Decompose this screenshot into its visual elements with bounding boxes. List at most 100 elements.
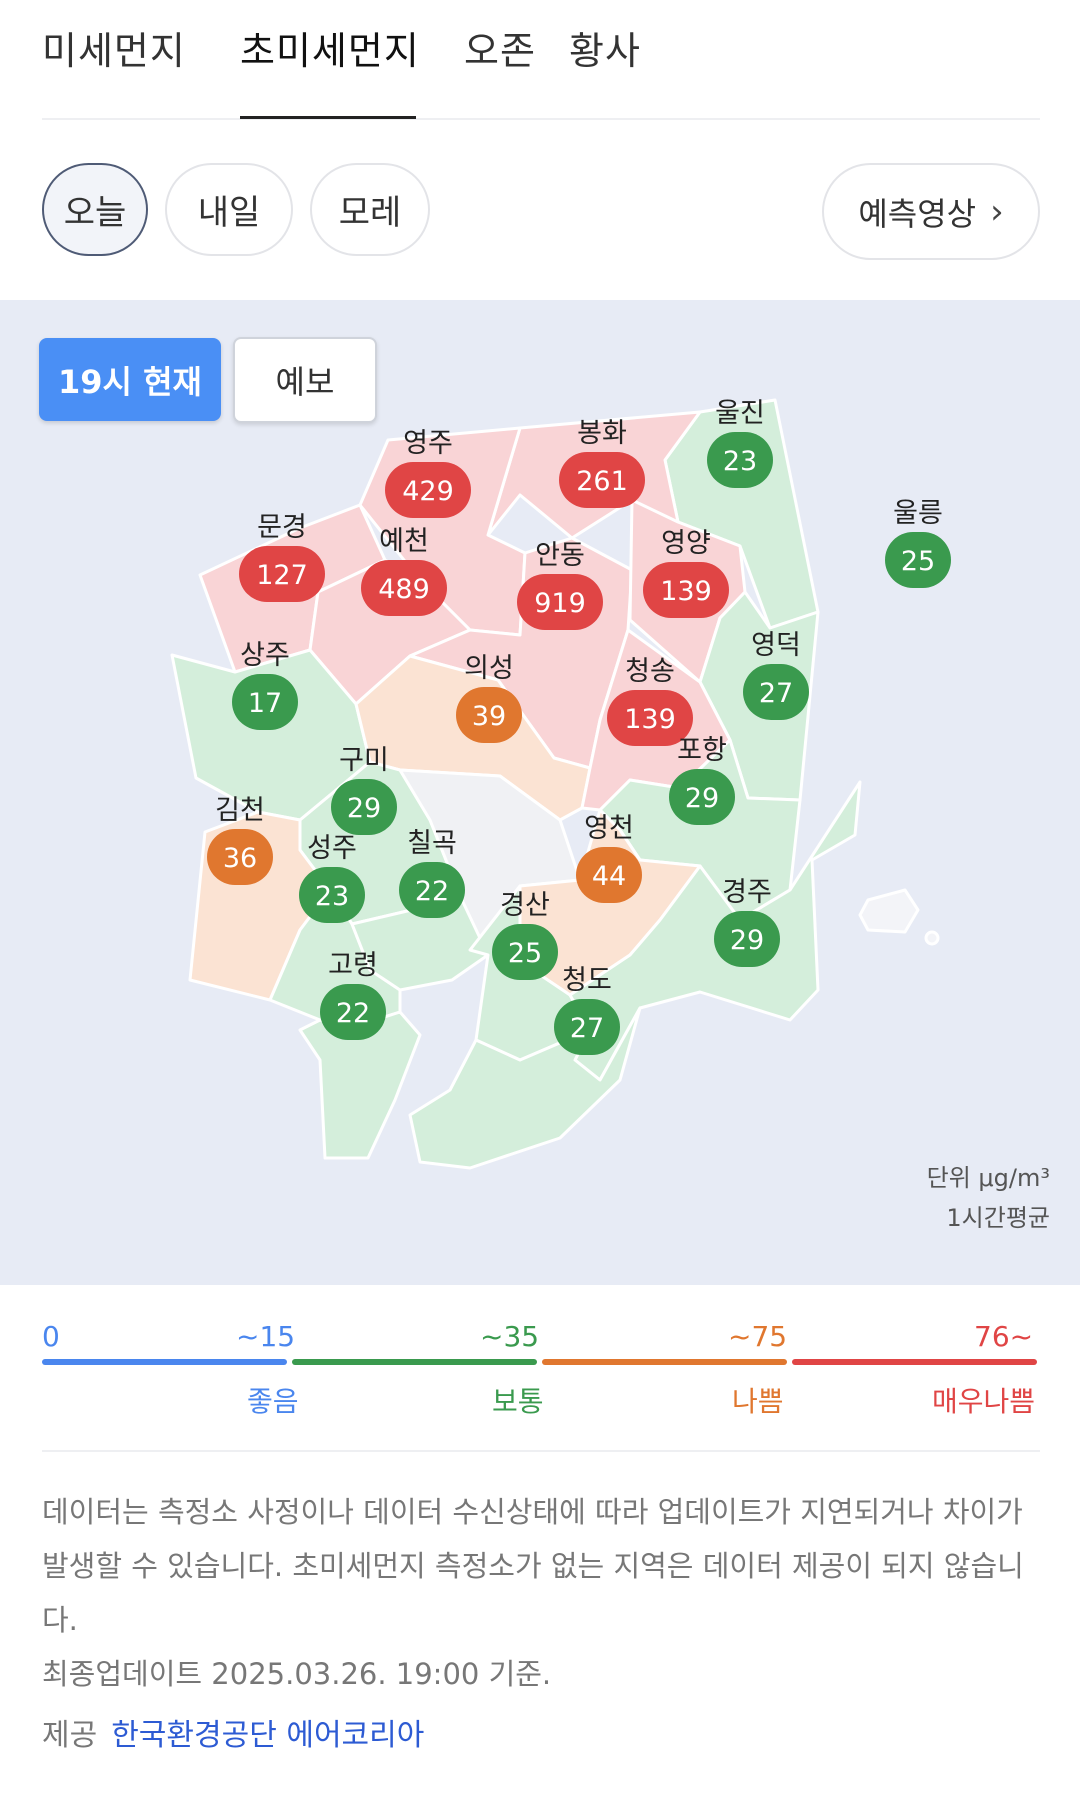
region-marker-2[interactable]: 울진 23 bbox=[707, 398, 773, 488]
region-value: 23 bbox=[723, 446, 757, 477]
region-name: 청송 bbox=[625, 656, 675, 687]
region-value: 919 bbox=[534, 588, 586, 619]
region-name: 울릉 bbox=[893, 498, 943, 529]
region-name: 의성 bbox=[464, 653, 514, 684]
region-value-badge bbox=[361, 560, 447, 616]
region-value: 17 bbox=[248, 688, 282, 719]
region-value: 27 bbox=[759, 678, 793, 709]
legend-bar-bad bbox=[542, 1359, 787, 1365]
region-marker-9[interactable]: 상주 17 bbox=[232, 640, 298, 730]
region-value: 29 bbox=[730, 925, 764, 956]
legend-threshold-75: ~75 bbox=[728, 1320, 788, 1353]
region-value-badge bbox=[714, 911, 780, 967]
region-value-badge bbox=[331, 779, 397, 835]
region-name: 상주 bbox=[240, 640, 290, 671]
region-name: 영주 bbox=[403, 428, 453, 459]
region-value-badge bbox=[456, 687, 522, 743]
tab-pm10[interactable]: 미세먼지 bbox=[42, 29, 186, 73]
tab-yellow-dust[interactable]: 황사 bbox=[569, 29, 641, 73]
region-value: 29 bbox=[685, 783, 719, 814]
region-marker-8[interactable]: 영덕 27 bbox=[743, 630, 809, 720]
region-value-badge bbox=[399, 862, 465, 918]
region-markers: 영주 429 봉화 261 울진 23 울릉 25 문경 127 예천 489 안동 919 영양 139 영덕… bbox=[207, 398, 951, 1055]
forecast-button[interactable]: 예보 bbox=[233, 337, 377, 423]
region-value-badge bbox=[607, 690, 693, 746]
region-value: 23 bbox=[315, 881, 349, 912]
region-value-badge bbox=[385, 462, 471, 518]
region-name: 안동 bbox=[535, 540, 585, 571]
legend-threshold-15: ~15 bbox=[236, 1320, 296, 1353]
region-value: 22 bbox=[415, 876, 449, 907]
notice-text: 데이터는 측정소 사정이나 데이터 수신상태에 따라 업데이트가 지연되거나 차… bbox=[42, 1495, 1024, 1637]
chevron-right-icon: › bbox=[990, 191, 1004, 232]
region-marker-15[interactable]: 성주 23 bbox=[299, 833, 365, 923]
region-value: 25 bbox=[508, 938, 542, 969]
provider-link[interactable]: 한국환경공단 에어코리아 bbox=[111, 1718, 425, 1753]
region-name: 성주 bbox=[307, 833, 357, 864]
day-pill-today[interactable]: 오늘 bbox=[42, 163, 148, 256]
region-name: 구미 bbox=[339, 745, 389, 776]
region-value-badge bbox=[643, 562, 729, 618]
region-name: 경산 bbox=[500, 890, 550, 921]
region-shape-ulleung bbox=[858, 888, 920, 934]
region-marker-4[interactable]: 문경 127 bbox=[239, 512, 325, 602]
region-value: 429 bbox=[402, 476, 454, 507]
region-marker-3[interactable]: 울릉 25 bbox=[885, 498, 951, 588]
day-pill-day-after[interactable]: 모레 bbox=[310, 163, 430, 256]
region-value: 44 bbox=[592, 861, 626, 892]
legend-label-bad: 나쁨 bbox=[732, 1385, 784, 1418]
air-quality-legend: 0 ~15 ~35 ~75 76~ 좋음 보통 나쁨 매우나쁨 bbox=[42, 1300, 1040, 1450]
gyeongbuk-map: 영주 429 봉화 261 울진 23 울릉 25 문경 127 예천 489 안동 919 영양 139 영덕… bbox=[170, 398, 951, 1170]
region-name: 영천 bbox=[584, 813, 634, 844]
region-value: 261 bbox=[576, 466, 628, 497]
forecast-video-label: 예측영상 bbox=[858, 194, 977, 233]
region-value-badge bbox=[559, 452, 645, 508]
forecast-video-button[interactable]: 예측영상 › bbox=[822, 163, 1040, 260]
legend-bar-normal bbox=[292, 1359, 537, 1365]
map-panel: 영주 429 봉화 261 울진 23 울릉 25 문경 127 예천 489 안동 919 영양 139 영덕… bbox=[0, 300, 1080, 1285]
region-value-badge bbox=[517, 574, 603, 630]
tab-pm25[interactable]: 초미세먼지 bbox=[240, 29, 420, 73]
region-value-badge bbox=[576, 847, 642, 903]
unit-line: 단위 μg/m³ bbox=[926, 1164, 1050, 1192]
provider-label: 제공 bbox=[42, 1718, 98, 1753]
region-name: 경주 bbox=[722, 877, 772, 908]
now-button[interactable]: 19시 현재 bbox=[39, 338, 221, 421]
region-value: 36 bbox=[223, 843, 257, 874]
legend-threshold-35: ~35 bbox=[480, 1320, 540, 1353]
region-marker-20[interactable]: 고령 22 bbox=[320, 950, 386, 1040]
region-marker-5[interactable]: 예천 489 bbox=[361, 526, 447, 616]
region-marker-0[interactable]: 영주 429 bbox=[385, 428, 471, 518]
region-value-badge bbox=[707, 432, 773, 488]
region-marker-11[interactable]: 청송 139 bbox=[607, 656, 693, 746]
region-marker-12[interactable]: 구미 29 bbox=[331, 745, 397, 835]
region-marker-10[interactable]: 의성 39 bbox=[456, 653, 522, 743]
region-name: 칠곡 bbox=[407, 828, 457, 859]
region-value-badge bbox=[239, 546, 325, 602]
region-value-badge bbox=[299, 867, 365, 923]
region-name: 김천 bbox=[215, 795, 265, 826]
day-pill-tomorrow[interactable]: 내일 bbox=[165, 163, 293, 256]
region-marker-13[interactable]: 포항 29 bbox=[669, 735, 735, 825]
provider: 제공 한국환경공단 에어코리아 bbox=[42, 1710, 424, 1754]
region-name: 울진 bbox=[715, 398, 765, 429]
region-marker-6[interactable]: 안동 919 bbox=[517, 540, 603, 630]
region-marker-16[interactable]: 칠곡 22 bbox=[399, 828, 465, 918]
region-value-badge bbox=[743, 664, 809, 720]
region-value: 127 bbox=[256, 560, 308, 591]
region-marker-1[interactable]: 봉화 261 bbox=[559, 418, 645, 508]
tab-ozone[interactable]: 오존 bbox=[464, 29, 536, 73]
region-name: 영양 bbox=[661, 528, 711, 559]
region-name: 청도 bbox=[562, 965, 612, 996]
region-value-badge bbox=[492, 924, 558, 980]
region-marker-17[interactable]: 영천 44 bbox=[576, 813, 642, 903]
region-marker-7[interactable]: 영양 139 bbox=[643, 528, 729, 618]
legend-label-normal: 보통 bbox=[492, 1385, 544, 1418]
region-value-badge bbox=[669, 769, 735, 825]
region-marker-21[interactable]: 청도 27 bbox=[554, 965, 620, 1055]
region-marker-14[interactable]: 김천 36 bbox=[207, 795, 273, 885]
region-marker-19[interactable]: 경주 29 bbox=[714, 877, 780, 967]
region-marker-18[interactable]: 경산 25 bbox=[492, 890, 558, 980]
legend-bar-good bbox=[42, 1359, 287, 1365]
region-name: 고령 bbox=[328, 950, 378, 981]
